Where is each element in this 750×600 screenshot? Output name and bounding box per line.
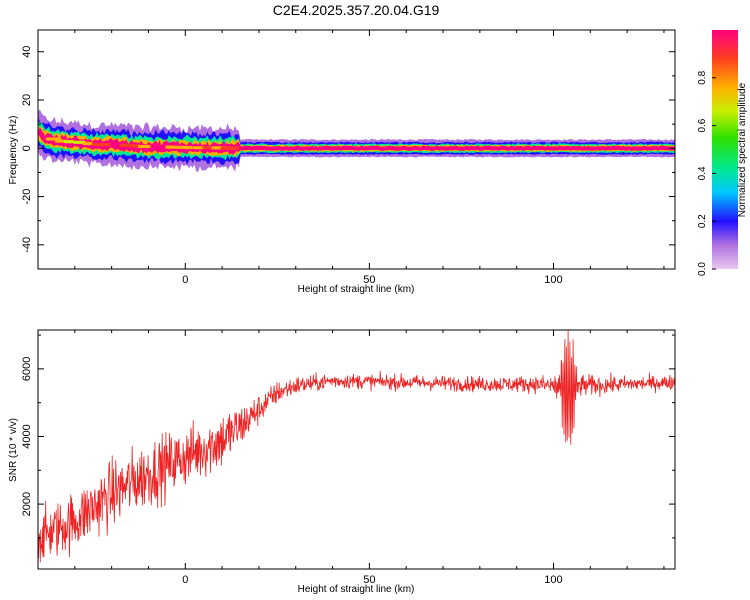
snr-x-tick-label: 100 (544, 574, 562, 586)
snr-axes: 0 50 100 2000 4000 6000 (21, 330, 675, 586)
colorbar-ticks: 0.0 0.2 0.4 0.6 0.8 (697, 70, 716, 276)
colorbar-tick-label: 0.0 (697, 262, 708, 276)
snr-x-tick-label: 0 (182, 574, 188, 586)
snr-x-tick-label: 50 (363, 574, 375, 586)
spectrogram-y-tick-label: -20 (21, 189, 33, 205)
snr-y-tick-label: 2000 (21, 492, 33, 516)
snr-x-label: Height of straight line (km) (298, 584, 415, 595)
colorbar-tick-label: 0.8 (697, 70, 708, 84)
spectrogram-y-tick-label: 40 (21, 46, 33, 58)
spectrogram-x-label: Height of straight line (km) (298, 284, 415, 295)
colorbar-tick-label: 0.4 (697, 166, 708, 180)
snr-panel: 0 50 100 2000 4000 6000 Height of straight li… (8, 329, 676, 595)
spectrogram-x-tick-label: 50 (363, 274, 375, 286)
colorbar-gradient (712, 30, 738, 269)
spectrogram-frame (37, 29, 676, 270)
snr-y-tick-label: 6000 (21, 357, 33, 381)
spectrogram-panel: 0 50 100 -40 -20 0 20 40 Height of straight lin… (8, 29, 676, 295)
spectrogram-x-tick-label: 0 (182, 274, 188, 286)
spectrogram-x-tick-label: 100 (544, 274, 562, 286)
snr-y-label: SNR (10 * v/v) (8, 418, 19, 482)
colorbar-tick-label: 0.6 (697, 118, 708, 132)
spectrogram-axes: 0 50 100 -40 -20 0 20 40 (21, 30, 675, 286)
spectrogram-y-label: Frequency (Hz) (8, 116, 19, 185)
spectrogram-y-tick-label: 0 (21, 145, 33, 151)
spectrogram-y-tick-label: 20 (21, 94, 33, 106)
snr-background (38, 330, 675, 569)
chart-title: C2E4.2025.357.20.04.G19 (273, 2, 440, 18)
snr-y-tick-label: 4000 (21, 424, 33, 448)
snr-frame (37, 329, 676, 570)
spectrogram-y-tick-label: -40 (21, 237, 33, 253)
spectrogram-plot-area (38, 109, 675, 172)
colorbar-tick-label: 0.2 (697, 214, 708, 228)
snr-plot-area (38, 330, 675, 563)
colorbar-label: Normalized spectral amplitude (737, 82, 748, 217)
snr-series-line (38, 330, 675, 563)
colorbar: 0.0 0.2 0.4 0.6 0.8 Normalized spectral ampl… (697, 30, 748, 276)
